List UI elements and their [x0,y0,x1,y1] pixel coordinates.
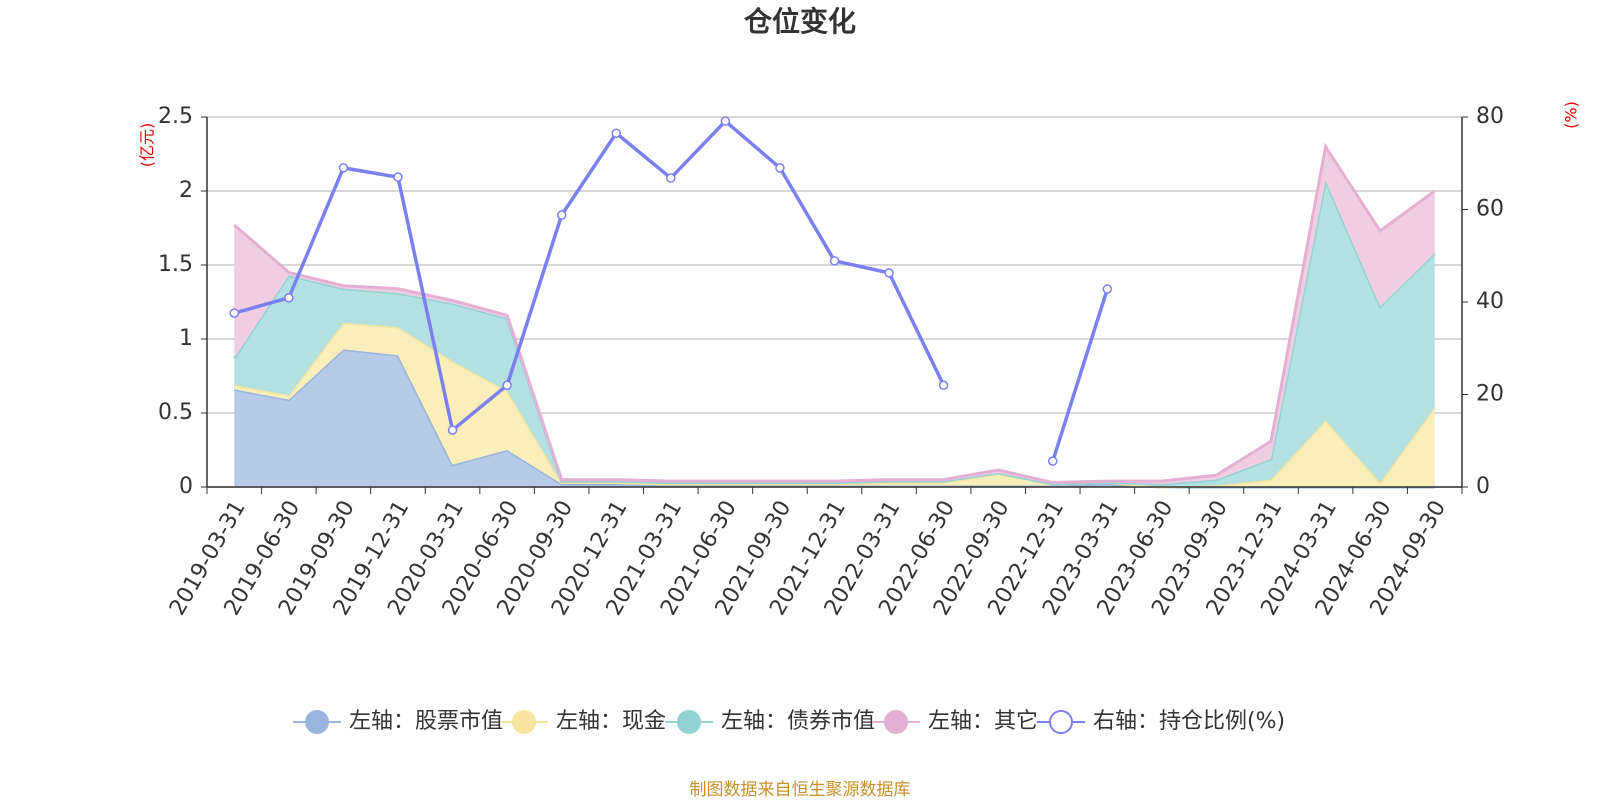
legend-marker [512,710,536,734]
point [393,172,403,182]
legend-label: 左轴：现金 [556,709,666,734]
point [338,163,349,173]
point [884,268,894,278]
y2-tick-label: 0 [1476,474,1490,499]
point [1102,284,1113,294]
point [938,380,949,390]
area [234,349,1435,487]
legend-item: 左轴：债券市值 [665,709,875,734]
y-tick-label: 0.5 [158,400,193,425]
y-tick-label: 1 [179,326,193,351]
y-tick-label: 1.5 [158,252,193,277]
y2-axis-label: (%) [1562,101,1581,129]
area-edge [233,142,1436,485]
legend-marker [305,710,329,734]
point [284,293,294,303]
point [229,308,240,318]
point [556,210,567,220]
legend-item: 左轴：其它 [872,709,1038,734]
y2-tick-label: 80 [1476,104,1504,129]
y2-tick-label: 60 [1476,197,1504,222]
point [502,380,512,390]
legend-item: 左轴：现金 [500,709,666,734]
y2-tick-label: 40 [1476,289,1504,314]
legend-item: 右轴：持仓比例(%) [1037,709,1285,734]
point [829,256,840,266]
chart-title: 仓位变化 [744,5,856,38]
y-axis-label: (亿元) [138,123,157,168]
point [720,116,731,126]
point [666,173,676,183]
point [447,425,458,435]
legend-item: 左轴：股票市值 [293,709,503,734]
legend-marker [677,710,701,734]
legend-marker [884,710,908,734]
area [234,180,1435,487]
y-tick-label: 2 [179,178,193,203]
y-tick-label: 2.5 [158,104,193,129]
legend-marker [1049,710,1073,734]
point [775,163,785,173]
source-note: 制图数据来自恒生聚源数据库 [690,780,911,800]
legend-label: 左轴：股票市值 [349,709,503,734]
legend-label: 左轴：其它 [928,709,1038,734]
area [234,322,1435,487]
point [1048,456,1058,466]
y-tick-label: 0 [179,474,193,499]
point [611,128,621,138]
legend-label: 左轴：债券市值 [721,709,875,734]
line [233,118,1109,462]
y2-tick-label: 20 [1476,382,1504,407]
legend-label: 右轴：持仓比例(%) [1093,709,1285,734]
